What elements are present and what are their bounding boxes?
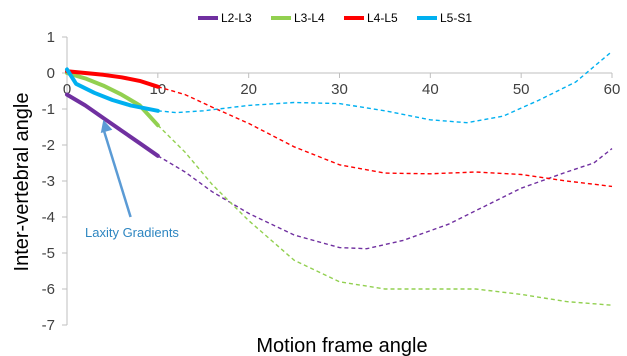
legend: L2-L3 L3-L4 L4-L5 L5-S1 bbox=[198, 11, 472, 25]
series-l5-s1-solid-line bbox=[65, 67, 160, 113]
y-tick-label: -1 bbox=[42, 101, 55, 118]
series-l4-l5 bbox=[65, 69, 613, 188]
y-axis: 1 0 -1 -2 -3 -4 -5 -6 -7 bbox=[42, 29, 68, 334]
series-l3-l4-dashed-line bbox=[157, 124, 613, 306]
annotation-laxity-gradients: Laxity Gradients bbox=[85, 119, 179, 240]
x-tick-label: 40 bbox=[422, 81, 439, 98]
legend-label: L5-S1 bbox=[440, 11, 472, 25]
series-l2-l3 bbox=[65, 92, 613, 250]
y-tick-label: -6 bbox=[42, 281, 55, 298]
x-tick-label: 20 bbox=[240, 81, 257, 98]
y-tick-label: -4 bbox=[42, 209, 55, 226]
legend-label: L3-L4 bbox=[294, 11, 325, 25]
series-l5-s1-dashed-line bbox=[157, 50, 613, 124]
annotation-label: Laxity Gradients bbox=[85, 225, 179, 240]
series-l5-s1 bbox=[65, 50, 613, 124]
y-tick-label: 1 bbox=[47, 29, 55, 46]
x-tick-label: 50 bbox=[513, 81, 530, 98]
annotation-layer: Laxity Gradients bbox=[85, 119, 179, 240]
y-tick-label: -5 bbox=[42, 245, 55, 262]
x-tick-label: 60 bbox=[604, 81, 621, 98]
y-axis-title: Inter-vertebral angle bbox=[11, 93, 33, 272]
x-axis: 0 10 20 30 40 50 60 bbox=[63, 72, 621, 98]
x-axis-title: Motion frame angle bbox=[256, 335, 427, 356]
series-l2-l3-solid-line bbox=[65, 92, 160, 158]
annotation-arrow-head bbox=[100, 119, 113, 133]
y-tick-label: -3 bbox=[42, 173, 55, 190]
legend-item-l3-l4: L3-L4 bbox=[271, 11, 325, 25]
legend-item-l4-l5: L4-L5 bbox=[344, 11, 398, 25]
series-layer bbox=[65, 50, 613, 306]
series-l4-l5-solid-line bbox=[65, 69, 160, 89]
y-tick-label: 0 bbox=[47, 65, 55, 82]
legend-label: L4-L5 bbox=[367, 11, 398, 25]
legend-label: L2-L3 bbox=[221, 11, 252, 25]
legend-item-l2-l3: L2-L3 bbox=[198, 11, 252, 25]
x-tick-label: 0 bbox=[63, 81, 71, 98]
series-l2-l3-dashed-line bbox=[157, 148, 613, 250]
series-l4-l5-dashed-line bbox=[157, 86, 613, 188]
annotation-arrow-shaft bbox=[102, 128, 132, 218]
y-tick-label: -7 bbox=[42, 317, 55, 334]
x-tick-label: 30 bbox=[331, 81, 348, 98]
legend-item-l5-s1: L5-S1 bbox=[417, 11, 472, 25]
y-tick-label: -2 bbox=[42, 137, 55, 154]
